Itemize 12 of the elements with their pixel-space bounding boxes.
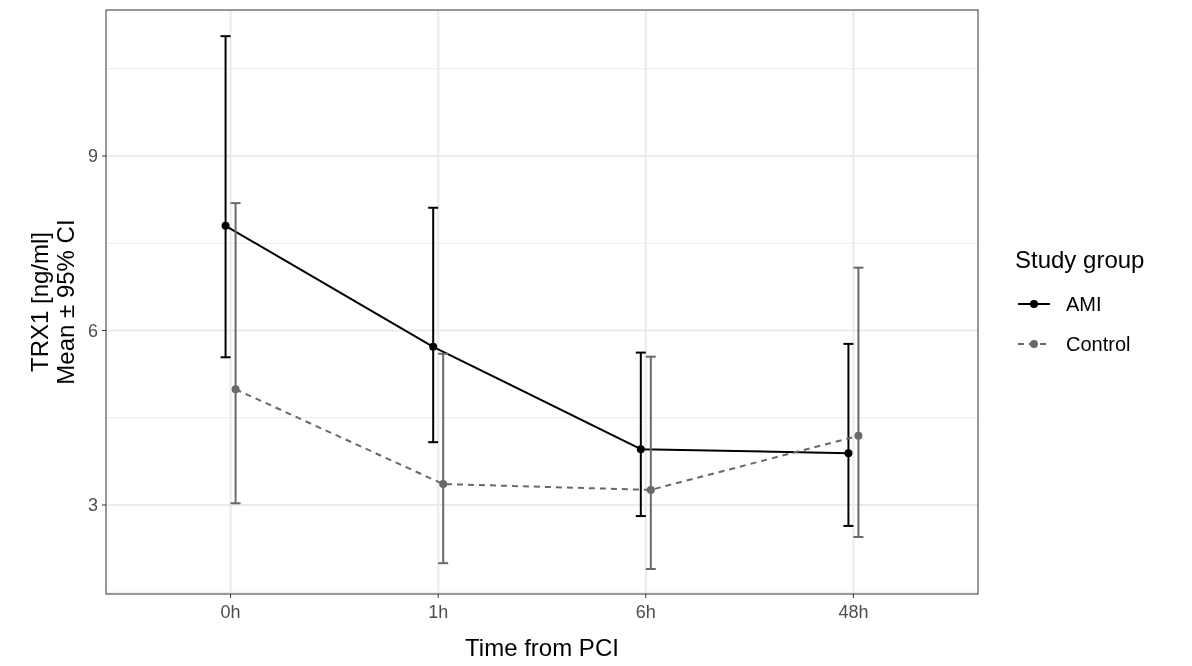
x-tick-label: 0h	[220, 602, 241, 622]
legend-title: Study group	[1015, 246, 1145, 273]
y-tick-label: 3	[87, 495, 98, 516]
x-tick-label: 6h	[635, 602, 656, 622]
legend-label: Control	[1066, 333, 1131, 355]
x-axis-title: Time from PCI	[465, 634, 619, 661]
y-axis-title: TRX1 [ng/ml] Mean ± 95% CI	[26, 219, 79, 385]
x-tick-label: 48h	[838, 602, 869, 622]
x-tick-label: 1h	[428, 602, 449, 622]
y-tick-label: 9	[87, 146, 98, 167]
legend-label: AMI	[1066, 293, 1102, 315]
y-tick-label: 6	[87, 320, 98, 341]
